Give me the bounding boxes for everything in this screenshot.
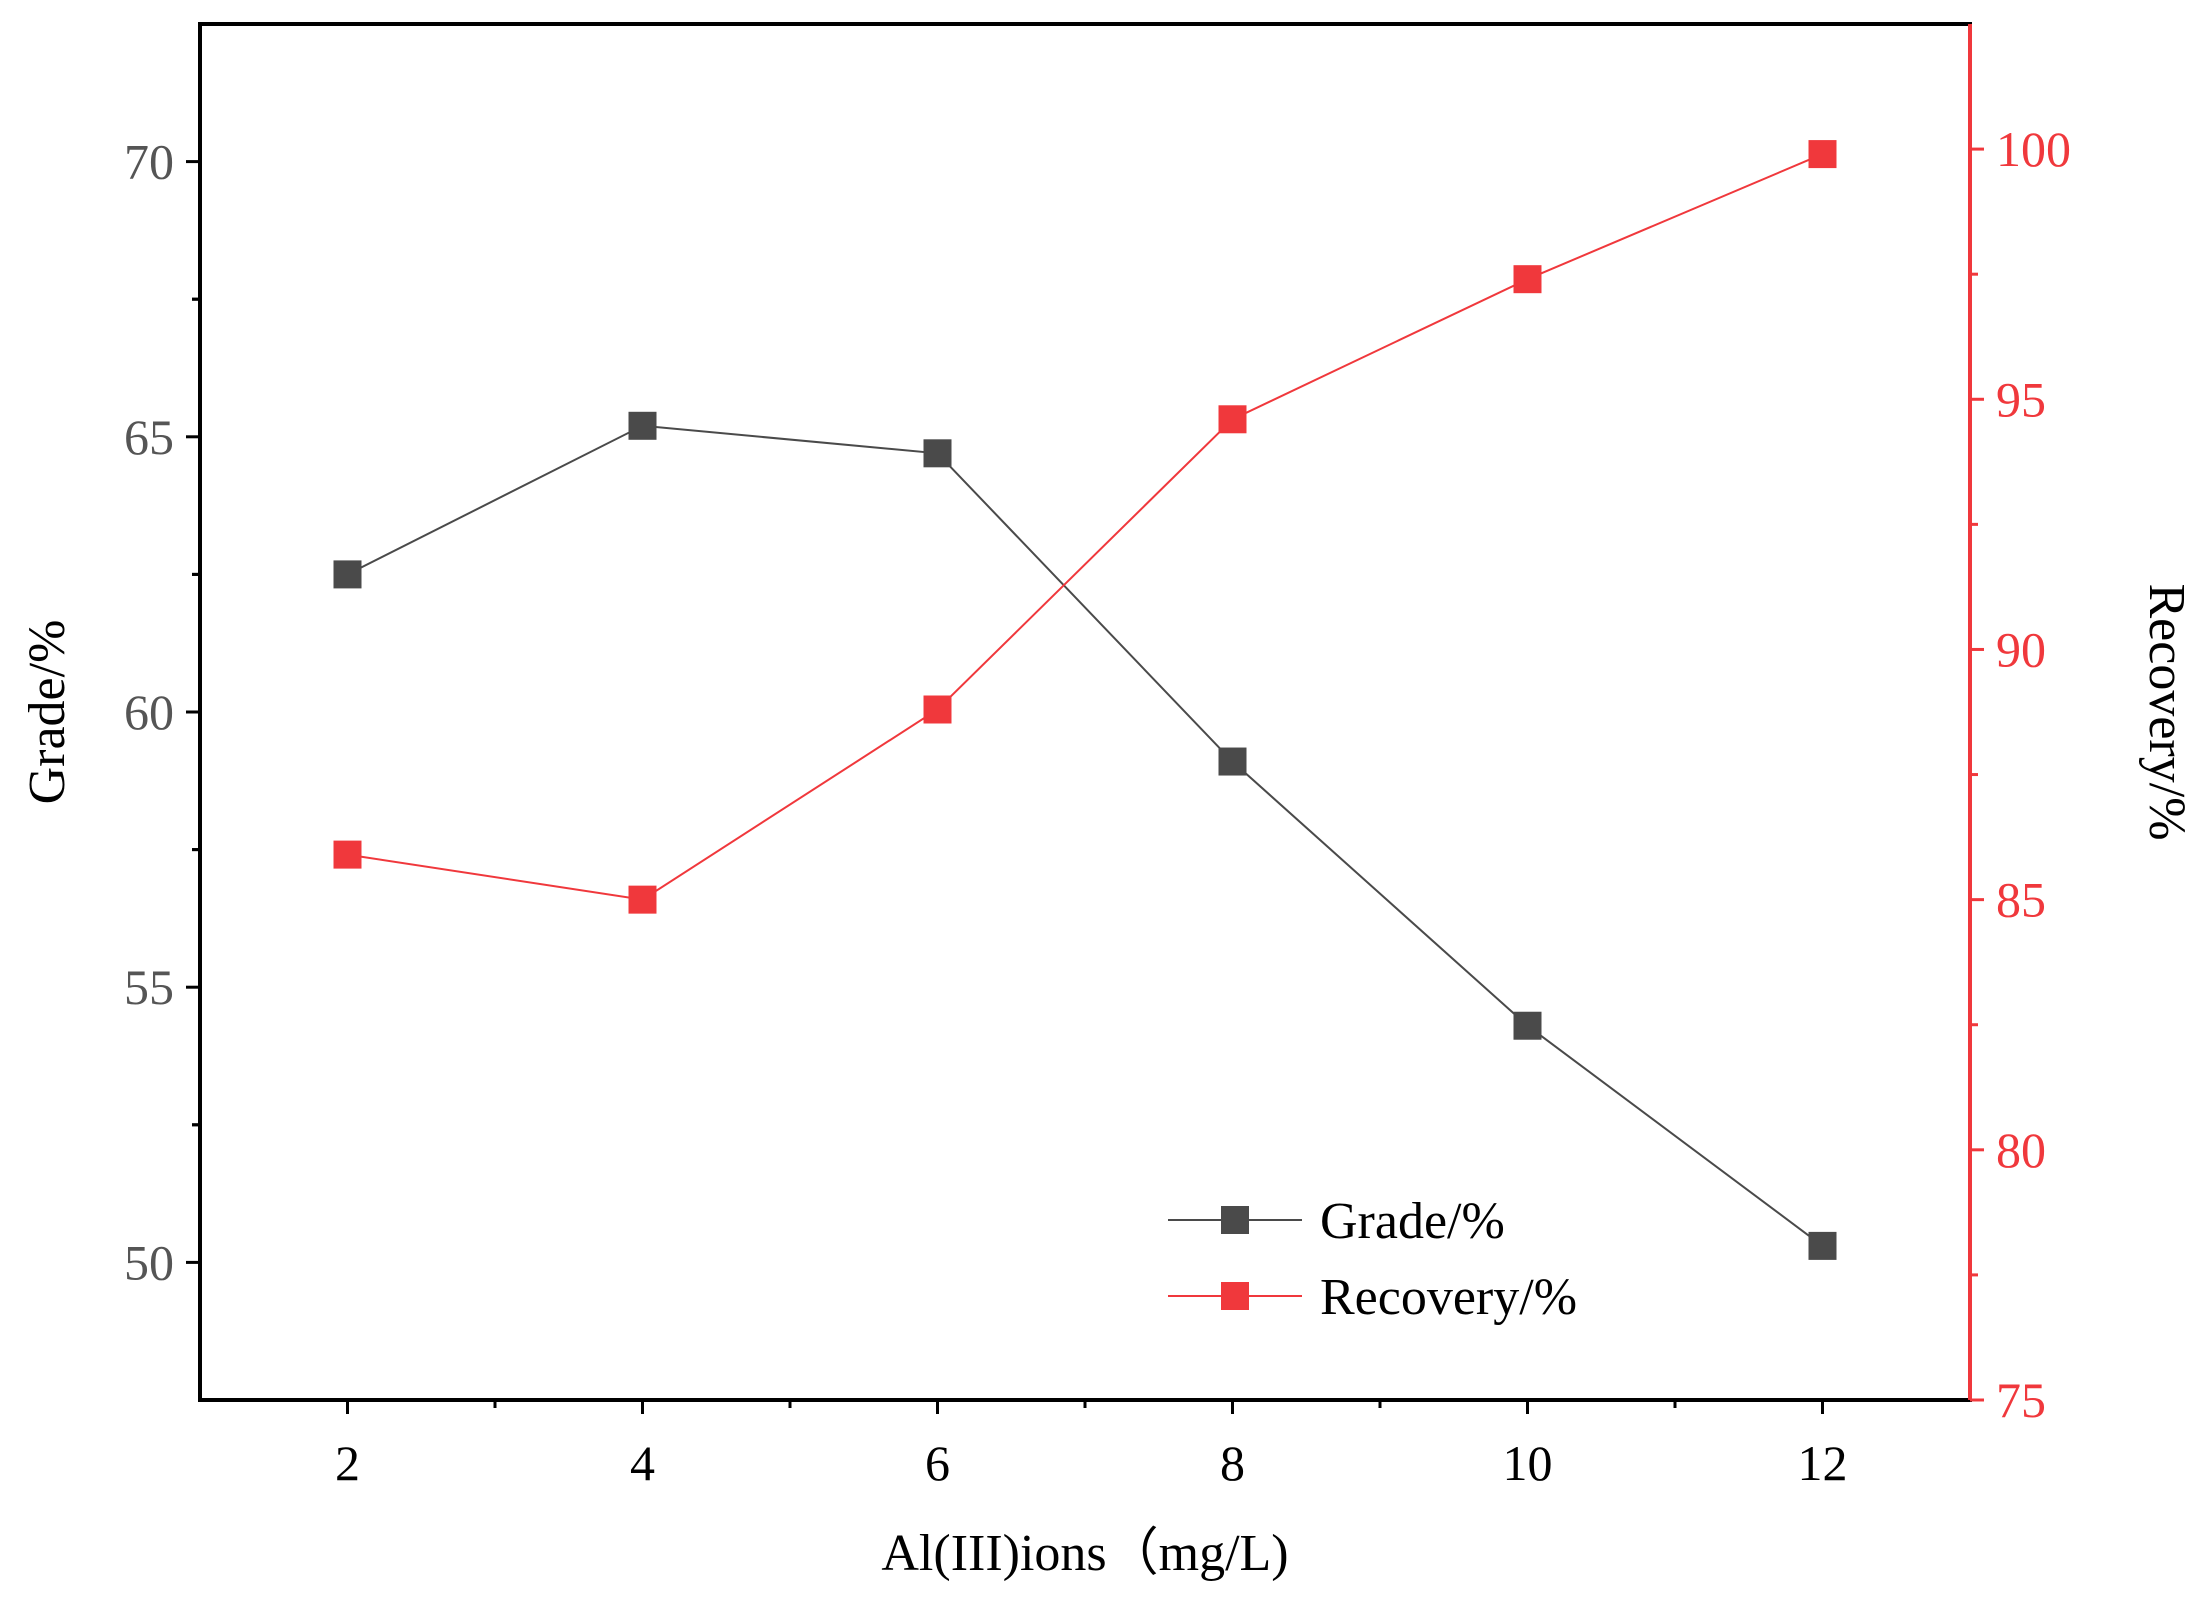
data-point-marker — [1808, 140, 1837, 169]
series-lines — [347, 153, 1824, 1247]
x-tick-label: 2 — [335, 1435, 360, 1491]
x-tick-label: 6 — [925, 1435, 950, 1491]
left-y-tick-label: 65 — [124, 409, 174, 465]
left-y-tick-label: 60 — [124, 684, 174, 740]
data-point-marker — [333, 840, 362, 869]
x-tick-label: 8 — [1220, 1435, 1245, 1491]
series-markers — [333, 140, 1837, 1260]
right-y-axis-title: Recovery/% — [2138, 583, 2190, 840]
data-point-marker — [1218, 405, 1247, 434]
left-y-tick-label: 55 — [124, 959, 174, 1015]
series-line — [347, 153, 1823, 901]
legend-marker-grade — [1221, 1206, 1249, 1234]
axis-ticks — [186, 147, 1984, 1414]
tick-labels: 2 4 6 8 10 12 50 55 60 65 70 75 80 85 90 95 100 — [124, 121, 2071, 1491]
series-line — [347, 424, 1824, 1247]
right-y-tick-label: 90 — [1996, 621, 2046, 677]
right-y-tick-label: 100 — [1996, 121, 2071, 177]
right-y-tick-label: 85 — [1996, 872, 2046, 928]
data-point-marker — [923, 439, 952, 468]
right-y-tick-label: 75 — [1996, 1372, 2046, 1428]
data-point-marker — [333, 560, 362, 589]
x-axis-title: Al(III)ions（mg/L) — [881, 1525, 1288, 1582]
left-y-axis-title: Grade/% — [19, 620, 76, 805]
legend: Grade/% Recovery/% — [1168, 1193, 1577, 1326]
left-y-tick-label: 50 — [124, 1234, 174, 1290]
data-point-marker — [923, 695, 952, 724]
x-tick-label: 10 — [1503, 1435, 1553, 1491]
left-y-tick-label: 70 — [124, 134, 174, 190]
right-y-tick-label: 95 — [1996, 371, 2046, 427]
legend-label-grade: Grade/% — [1320, 1193, 1505, 1250]
plot-frame — [198, 22, 1972, 1402]
data-point-marker — [1218, 747, 1247, 776]
x-tick-label: 4 — [630, 1435, 655, 1491]
legend-label-recovery: Recovery/% — [1320, 1269, 1577, 1326]
legend-marker-recovery — [1221, 1282, 1249, 1310]
data-point-marker — [628, 411, 657, 440]
data-point-marker — [1513, 265, 1542, 294]
right-y-tick-label: 80 — [1996, 1122, 2046, 1178]
data-point-marker — [628, 885, 657, 914]
x-tick-label: 12 — [1798, 1435, 1848, 1491]
data-point-marker — [1513, 1011, 1542, 1040]
data-point-marker — [1808, 1231, 1837, 1260]
